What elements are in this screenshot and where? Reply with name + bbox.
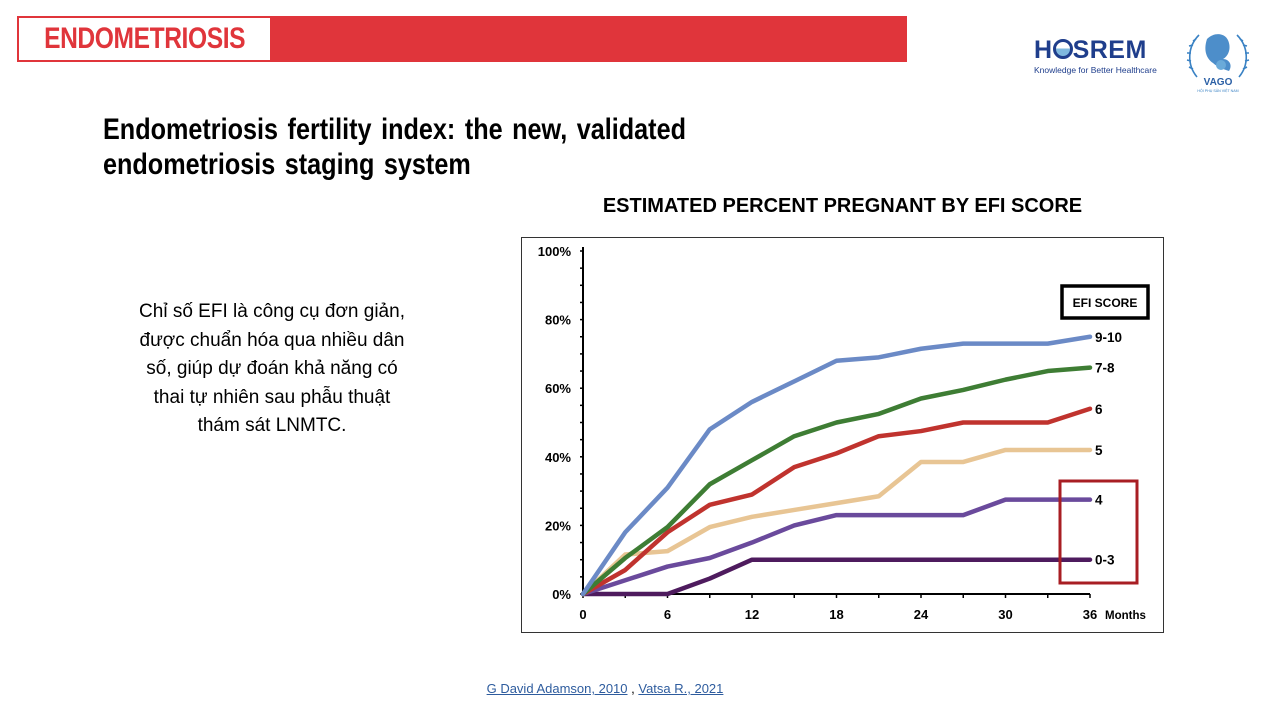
body-line: Chỉ số EFI là công cụ đơn giản, [139,301,405,322]
hosrem-tagline: Knowledge for Better Healthcare [1034,65,1157,75]
banner-title-box: ENDOMETRIOSIS [19,18,270,60]
vago-logo: VAGO HỘI PHỤ SẢN VIỆT NAM [1186,34,1250,93]
chart-frame [521,237,1164,633]
body-line: được chuẩn hóa qua nhiều dân [139,329,405,351]
reference-link-vatsa[interactable]: Vatsa R., 2021 [638,681,724,696]
body-line: thám sát LNMTC. [197,415,347,436]
globe-icon [1052,39,1073,59]
reference-link-adamson[interactable]: G David Adamson, 2010 [486,681,628,696]
header-banner: ENDOMETRIOSIS [17,16,907,62]
vago-name: VAGO [1204,77,1233,88]
reference-separator: , [627,681,639,696]
laurel-wreath-icon [1186,34,1250,78]
hosrem-wordmark: H SREM [1034,36,1147,64]
headline-line-1: Endometriosis fertility index: the new, … [103,113,686,146]
mother-child-icon [1205,34,1231,71]
body-text: Chỉ số EFI là công cụ đơn giản, được chu… [102,298,442,441]
banner-title: ENDOMETRIOSIS [43,22,246,55]
body-line: số, giúp dự đoán khả năng có [146,358,398,379]
references: G David Adamson, 2010 , Vatsa R., 2021 [440,681,770,696]
headline-line-2: endometriosis staging system [103,148,471,181]
hosrem-logo: H SREM Knowledge for Better Healthcare [1034,36,1169,81]
vago-subtitle: HỘI PHỤ SẢN VIỆT NAM [1197,88,1238,93]
chart-title: ESTIMATED PERCENT PREGNANT BY EFI SCORE [602,195,1083,217]
body-line: thai tự nhiên sau phẫu thuật [153,386,391,408]
slide-headline: Endometriosis fertility index: the new, … [103,112,686,182]
